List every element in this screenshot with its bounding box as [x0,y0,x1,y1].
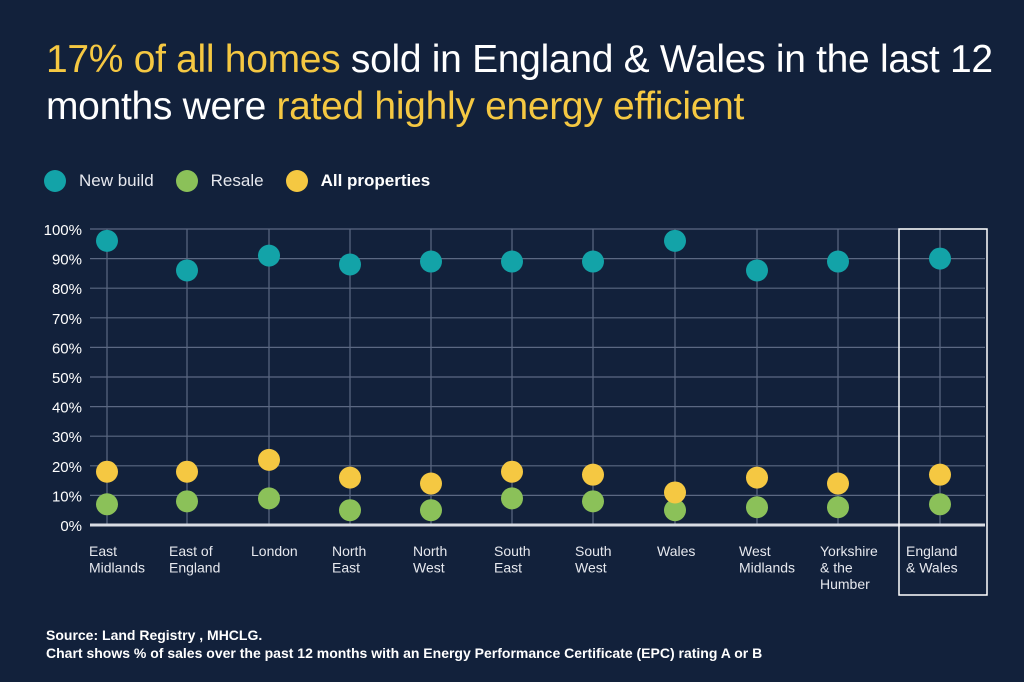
chart-legend: New build Resale All properties [44,170,452,192]
title-highlight: rated highly energy efficient [276,85,745,128]
x-tick-label: South East [494,543,531,576]
y-tick-label: 100% [44,222,82,239]
x-tick-label-line: West [575,560,607,576]
title-text: sold in England & Wales in the last 12 m… [46,38,993,128]
chart-note: Chart shows % of sales over the past 12 … [46,645,763,661]
x-tick-label-line: East of [169,543,213,559]
data-point-resale [339,499,361,522]
y-tick-label: 80% [52,281,82,298]
data-point-resale [827,496,849,519]
y-tick-label: 50% [52,370,82,387]
y-tick-label: 10% [52,488,82,505]
x-tick-label: North West [413,543,447,576]
legend-label-all-properties: All properties [320,171,431,190]
source-note: Source: Land Registry , MHCLG. [46,627,263,643]
legend-marker-resale [175,170,198,192]
x-tick-label: London [251,543,298,559]
x-tick-label-line: South [494,543,531,559]
data-point-new-build [664,229,686,252]
data-point-new-build [176,259,198,282]
data-point-all-properties [827,472,849,495]
x-tick-label: South West [575,543,612,576]
data-point-new-build [746,259,768,282]
highlight-box [898,228,988,596]
data-point-all-properties [582,463,604,486]
x-tick-label: East Midlands [89,543,145,576]
title-highlight: 17% of all homes [46,38,341,81]
x-tick-label-line: East [494,560,522,576]
data-point-all-properties [258,448,280,471]
legend-item-resale: Resale [175,170,264,192]
y-tick-label: 40% [52,400,82,417]
y-tick-label: 20% [52,459,82,476]
x-tick-label: North East [332,543,366,576]
data-point-new-build [582,250,604,273]
x-tick-label-line: Midlands [89,560,145,576]
data-point-resale [746,496,768,519]
x-tick-label-line: West [739,543,771,559]
x-tick-label: Yorkshire & the Humber [820,543,878,592]
y-tick-label: 0% [60,518,82,535]
y-tick-label: 30% [52,429,82,446]
legend-marker-new-build [44,170,66,192]
x-tick-label-line: Wales [657,543,695,559]
data-point-all-properties [929,463,951,486]
data-point-all-properties [420,472,442,495]
x-tick-label: Wales [657,543,695,559]
legend-marker-all-properties [285,170,308,192]
data-point-resale [501,487,523,510]
x-tick-label-line: England [169,560,220,576]
data-point-all-properties [746,466,768,489]
x-tick-label: East of England [169,543,220,576]
data-point-all-properties [176,460,198,483]
data-point-all-properties [501,460,523,483]
chart-footer: Source: Land Registry , MHCLG. Chart sho… [46,626,762,662]
x-tick-label: England & Wales [906,543,958,576]
data-point-resale [420,499,442,522]
x-tick-label-line: Humber [820,576,870,592]
x-tick-label-line: North [413,543,447,559]
legend-item-all-properties: All properties [285,170,431,192]
x-tick-label-line: London [251,543,298,559]
data-point-resale [664,499,686,522]
x-tick-label-line: East [332,560,360,576]
x-tick-label-line: South [575,543,612,559]
x-tick-label-line: & Wales [906,560,958,576]
x-tick-label-line: East [89,543,117,559]
legend-label-new-build: New build [79,171,154,190]
data-point-new-build [96,229,118,252]
y-tick-label: 90% [52,252,82,269]
x-tick-label-line: England [906,543,957,559]
data-point-all-properties [96,460,118,483]
data-point-new-build [827,250,849,273]
x-tick-label-line: & the [820,560,853,576]
data-point-new-build [501,250,523,273]
x-tick-label-line: Midlands [739,560,795,576]
data-point-new-build [929,247,951,270]
x-tick-label: West Midlands [739,543,795,576]
data-point-all-properties [339,466,361,489]
legend-item-new-build: New build [44,170,154,192]
data-point-resale [258,487,280,510]
data-point-all-properties [664,481,686,504]
x-tick-label-line: West [413,560,445,576]
data-point-resale [96,493,118,516]
legend-label-resale: Resale [210,171,264,190]
data-point-resale [929,493,951,516]
y-tick-label: 60% [52,340,82,357]
data-point-resale [582,490,604,513]
chart-title: 17% of all homes sold in England & Wales… [46,36,1006,130]
data-point-new-build [420,250,442,273]
data-point-new-build [339,253,361,276]
y-tick-label: 70% [52,311,82,328]
data-point-new-build [258,244,280,267]
data-point-resale [176,490,198,513]
x-tick-label-line: Yorkshire [820,543,878,559]
x-tick-label-line: North [332,543,366,559]
